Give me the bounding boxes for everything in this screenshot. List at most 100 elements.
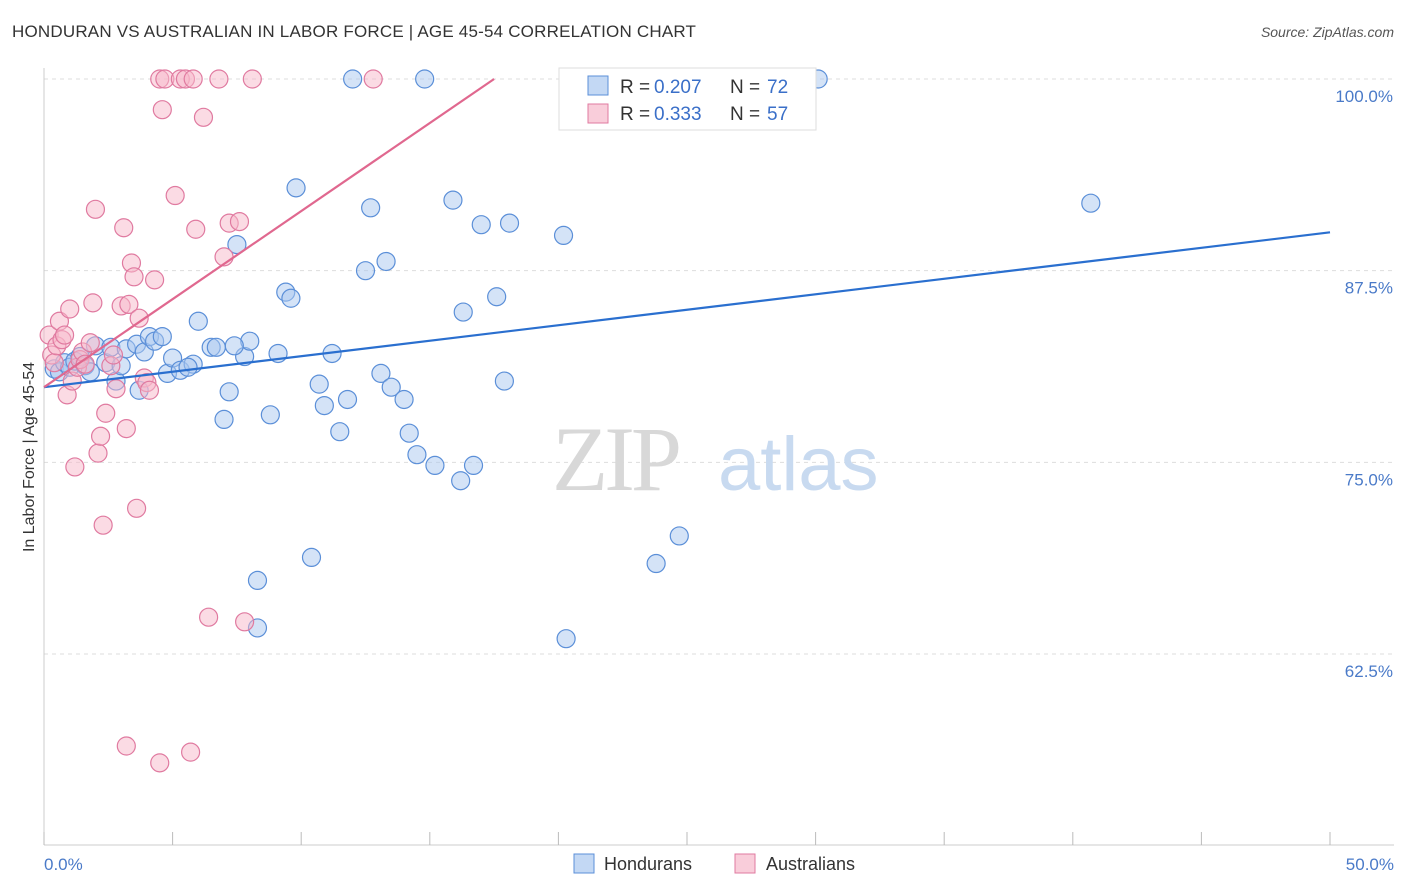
point-hondurans	[355, 261, 376, 281]
axes	[43, 68, 1394, 846]
point-hondurans	[443, 190, 463, 210]
y-axis-label: In Labor Force | Age 45-54	[21, 362, 38, 552]
point-australians	[88, 443, 108, 463]
series-australians	[39, 69, 383, 773]
point-hondurans	[494, 371, 514, 391]
data-points	[39, 69, 1101, 773]
bottom-legend-label-hondurans: Hondurans	[604, 854, 692, 874]
point-australians	[183, 69, 203, 89]
y-tick-label: 75.0%	[1345, 470, 1393, 489]
point-hondurans	[337, 389, 358, 410]
point-hondurans	[425, 455, 445, 475]
point-hondurans	[1081, 193, 1101, 213]
point-australians	[139, 380, 160, 400]
point-hondurans	[453, 302, 473, 322]
point-hondurans	[381, 377, 401, 397]
legend-swatch-hondurans	[587, 75, 609, 96]
point-australians	[235, 612, 255, 632]
point-australians	[144, 270, 165, 290]
point-hondurans	[301, 547, 322, 568]
point-australians	[90, 426, 111, 446]
point-australians	[129, 308, 149, 328]
point-australians	[44, 353, 64, 373]
point-australians	[60, 299, 80, 319]
legend-n-label-australians: N =	[730, 104, 760, 125]
point-hondurans	[399, 423, 419, 443]
point-hondurans	[188, 311, 208, 331]
point-australians	[116, 419, 136, 439]
point-hondurans	[556, 629, 576, 649]
point-australians	[181, 742, 201, 762]
trend-lines	[43, 78, 1331, 389]
y-tick-label: 87.5%	[1345, 279, 1393, 298]
x-tick-marks	[43, 832, 1331, 845]
point-hondurans	[361, 198, 381, 218]
point-australians	[126, 498, 147, 518]
point-hondurans	[247, 570, 268, 591]
point-australians	[186, 219, 206, 239]
bottom-legend-swatch-hondurans	[573, 853, 595, 874]
point-hondurans	[553, 225, 574, 245]
legend-r-value-australians: 0.333	[654, 104, 702, 125]
point-hondurans	[227, 235, 247, 255]
point-hondurans	[309, 374, 329, 394]
bottom-legend-label-australians: Australians	[766, 854, 855, 874]
grid-lines	[44, 78, 1394, 655]
point-hondurans	[499, 213, 520, 233]
point-australians	[242, 69, 262, 89]
point-australians	[96, 403, 116, 423]
legend-r-label-australians: R =	[620, 104, 650, 125]
point-hondurans	[178, 357, 198, 377]
point-australians	[199, 607, 219, 627]
point-hondurans	[343, 69, 363, 89]
point-australians	[209, 69, 229, 89]
trend-line-hondurans	[43, 231, 1331, 389]
point-australians	[54, 325, 75, 345]
point-australians	[150, 753, 170, 773]
point-australians	[65, 457, 85, 477]
y-tick-labels: 62.5% 75.0% 87.5% 100.0%	[1335, 87, 1393, 681]
bottom-legend-swatch-australians	[734, 853, 756, 874]
point-hondurans	[286, 178, 306, 198]
point-hondurans	[451, 471, 471, 491]
point-australians	[106, 379, 126, 399]
point-hondurans	[224, 336, 244, 356]
point-australians	[80, 333, 100, 353]
point-australians	[93, 515, 113, 535]
y-tick-label: 100.0%	[1335, 87, 1393, 106]
point-hondurans	[330, 422, 350, 442]
legend-n-value-hondurans: 72	[767, 77, 788, 98]
point-hondurans	[371, 363, 391, 383]
chart-title: HONDURAN VS AUSTRALIAN IN LABOR FORCE | …	[12, 22, 697, 41]
point-hondurans	[471, 215, 491, 235]
watermark-zip: ZIP	[552, 408, 679, 510]
point-hondurans	[260, 405, 280, 425]
point-hondurans	[152, 327, 172, 347]
point-australians	[114, 218, 134, 238]
point-hondurans	[646, 553, 666, 574]
y-tick-label: 62.5%	[1345, 662, 1393, 681]
point-hondurans	[669, 526, 689, 546]
point-hondurans	[206, 337, 226, 357]
trend-line-australians	[43, 78, 495, 389]
point-hondurans	[376, 251, 396, 272]
point-australians	[165, 185, 185, 206]
legend-r-label-hondurans: R =	[620, 77, 650, 98]
point-hondurans	[407, 445, 427, 465]
point-hondurans	[487, 287, 507, 307]
point-australians	[83, 293, 103, 313]
watermark-atlas: atlas	[718, 422, 879, 507]
x-tick-label-min: 0.0%	[44, 855, 83, 874]
legend-swatch-australians	[587, 103, 609, 124]
point-australians	[103, 345, 124, 365]
point-australians	[193, 107, 214, 127]
point-hondurans	[219, 382, 239, 402]
point-australians	[124, 267, 144, 287]
point-hondurans	[214, 409, 234, 429]
point-australians	[85, 199, 106, 219]
point-hondurans	[314, 396, 334, 416]
point-hondurans	[394, 389, 414, 410]
watermark: ZIP atlas	[552, 408, 879, 510]
point-australians	[363, 69, 383, 89]
